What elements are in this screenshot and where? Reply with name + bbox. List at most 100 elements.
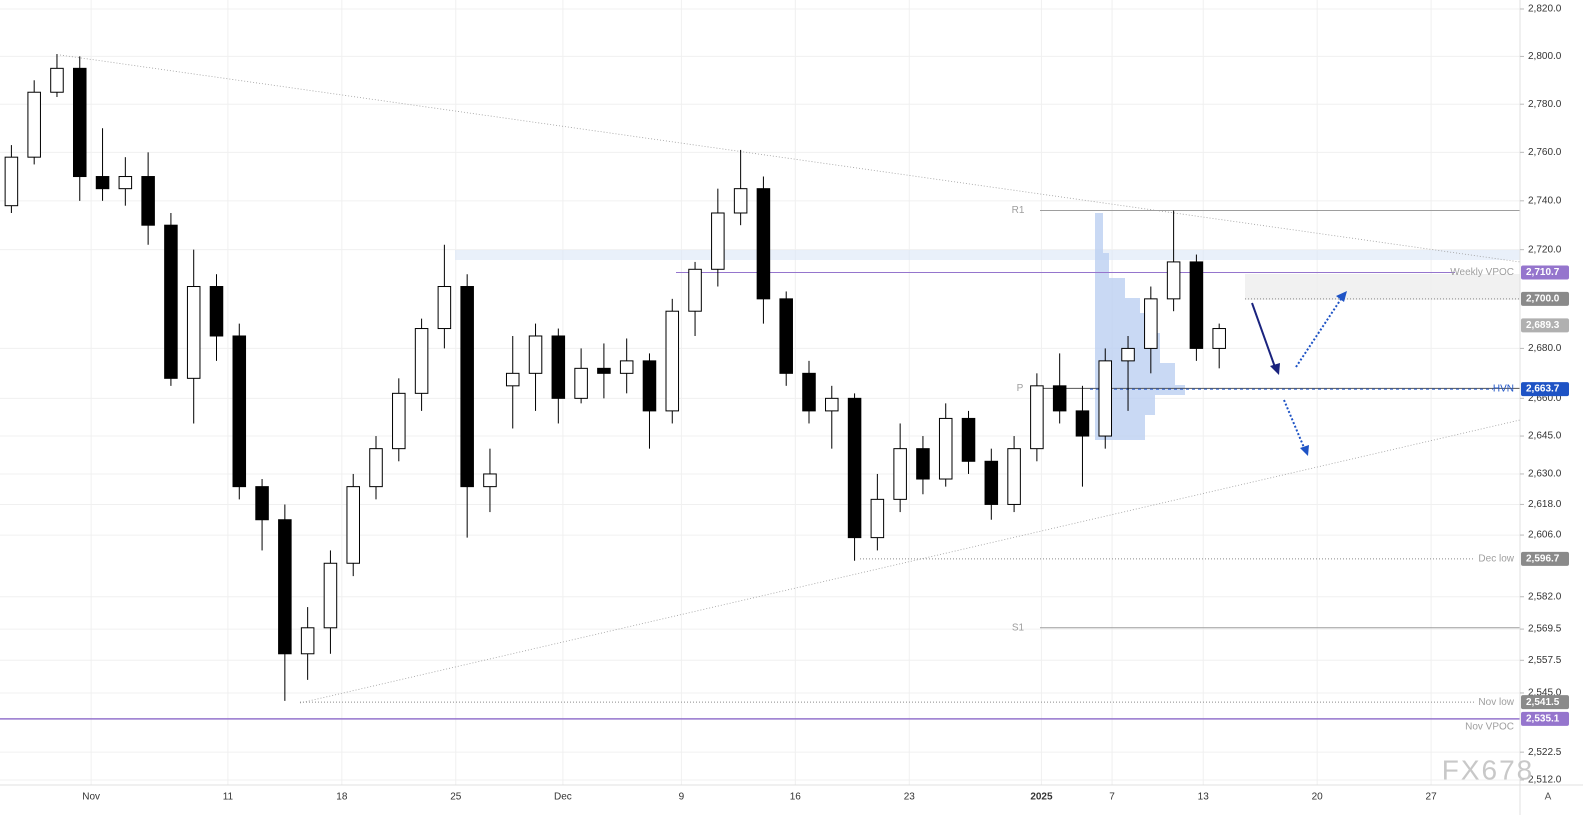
x-tick-label: 2025: [1030, 792, 1053, 803]
candle-body: [232, 335, 247, 488]
y-tick-label: 2,512.0: [1528, 775, 1562, 786]
candle-body: [164, 224, 178, 379]
watermark: FX678: [1442, 754, 1535, 785]
candle-body: [1144, 298, 1158, 349]
x-tick-label: 7: [1109, 792, 1115, 803]
arrow-head: [1270, 363, 1280, 375]
y-tick-label: 2,522.5: [1528, 747, 1562, 758]
candle-body: [118, 176, 133, 190]
y-tick-label: 2,680.0: [1528, 343, 1562, 354]
candle-body: [1007, 448, 1021, 505]
arrow-head: [1300, 445, 1309, 456]
axes: 2,820.0 2,800.0 2,780.0 2,760.0 2,740.0 2,720…: [82, 4, 1569, 803]
candle-body: [392, 392, 406, 450]
y-tick-label: 2,780.0: [1528, 99, 1562, 110]
y-tick-label: 2,740.0: [1528, 195, 1562, 206]
arrow-head: [1336, 291, 1347, 302]
candle-body: [483, 473, 497, 488]
candle-body: [141, 176, 155, 226]
candles: [4, 54, 1226, 701]
candle-body: [711, 212, 725, 270]
scale-mode[interactable]: A: [1545, 792, 1552, 803]
price-tag: [1521, 695, 1569, 710]
x-tick-label: 25: [450, 792, 462, 803]
candle-body: [847, 397, 862, 539]
price-tag-label: 2,689.3: [1526, 320, 1560, 331]
candle-body: [916, 448, 930, 480]
level-name: Dec low: [1478, 554, 1514, 565]
level-name: S1: [1012, 622, 1025, 633]
x-tick-label: 27: [1426, 792, 1438, 803]
candle-body: [619, 360, 634, 374]
candle-body: [1121, 347, 1135, 362]
candle-body: [733, 188, 748, 214]
candle-body: [688, 268, 702, 312]
arrow-down: [1251, 302, 1277, 371]
candle-body: [95, 176, 110, 190]
price-tag: [1521, 551, 1569, 566]
y-tick-label: 2,800.0: [1528, 51, 1562, 62]
y-tick-label: 2,630.0: [1528, 469, 1562, 480]
candle-body: [209, 286, 224, 337]
candle-body: [255, 486, 269, 521]
price-tag-label: 2,700.0: [1526, 293, 1560, 304]
candle-body: [4, 156, 19, 207]
candle-body: [278, 519, 292, 655]
candle-body: [1098, 360, 1113, 437]
candle-body: [779, 298, 793, 374]
candle-body: [893, 448, 907, 500]
candle-body: [665, 310, 680, 412]
candle-body: [551, 335, 566, 399]
level-name: R1: [1012, 205, 1025, 216]
candle-body: [1212, 328, 1226, 349]
candle-body: [369, 448, 383, 488]
candle-body: [1166, 261, 1181, 300]
price-tag-label: 2,663.7: [1526, 384, 1560, 395]
x-tick-label: 20: [1312, 792, 1324, 803]
y-tick-label: 2,557.5: [1528, 655, 1562, 666]
y-tick-label: 2,606.0: [1528, 530, 1562, 541]
y-tick-label: 2,720.0: [1528, 244, 1562, 255]
candle-body: [574, 367, 588, 399]
candle-body: [642, 360, 657, 412]
grid: [0, 0, 1520, 785]
price-tag-label: 2,710.7: [1526, 267, 1560, 278]
y-tick-label: 2,660.0: [1528, 393, 1562, 404]
level-name: Nov VPOC: [1465, 722, 1514, 733]
candle-body: [1075, 410, 1090, 437]
price-tag: [1521, 382, 1569, 397]
candle-body: [460, 286, 474, 488]
candle-body: [938, 417, 953, 480]
level-name: Weekly VPOC: [1450, 267, 1514, 278]
x-tick-label: 23: [904, 792, 916, 803]
candle-body: [414, 328, 429, 394]
candle-body: [505, 372, 520, 387]
candle-body: [825, 397, 839, 412]
candle-body: [72, 67, 87, 178]
levels: R1 P S1 Weekly VPOC HVN Dec low Nov low Nov VPO…: [0, 205, 1520, 733]
y-tick-label: 2,645.0: [1528, 431, 1562, 442]
y-tick-label: 2,820.0: [1528, 4, 1562, 15]
x-tick-label: Nov: [82, 792, 100, 803]
candle-body: [1052, 385, 1067, 412]
price-tag-label: 2,535.1: [1526, 714, 1560, 725]
candle-body: [300, 627, 315, 655]
candle-body: [1030, 385, 1044, 450]
candle-body: [186, 286, 201, 379]
candle-body: [870, 498, 885, 539]
candle-body: [961, 417, 976, 462]
candle-body: [802, 372, 816, 412]
level-name: HVN: [1493, 384, 1514, 395]
price-tag: [1521, 318, 1569, 333]
y-tick-label: 2,545.0: [1528, 688, 1562, 699]
price-tag: [1521, 711, 1569, 726]
candle-body: [346, 486, 360, 564]
x-tick-label: 9: [679, 792, 685, 803]
target-zone: [1245, 274, 1520, 300]
candle-body: [1189, 261, 1204, 349]
x-tick-label: 16: [790, 792, 802, 803]
price-tag: [1521, 265, 1569, 280]
y-tick-label: 2,760.0: [1528, 147, 1562, 158]
resistance-zone: [455, 250, 1520, 260]
